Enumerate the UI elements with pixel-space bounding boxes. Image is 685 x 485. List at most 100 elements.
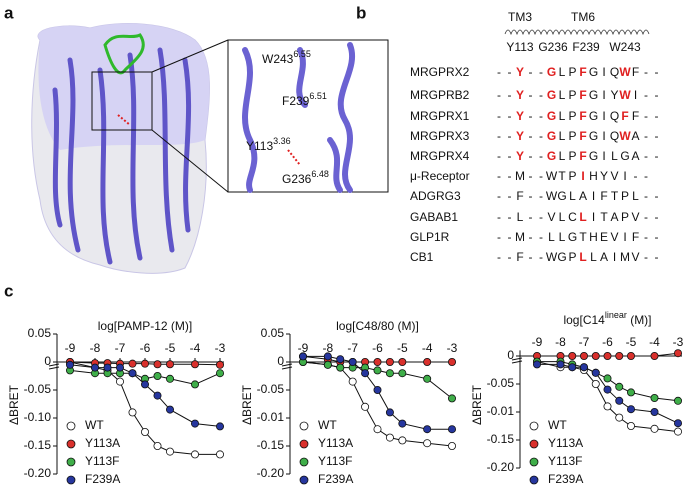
- tm-label: TM3: [508, 10, 532, 24]
- chart-title: log[C48/80 (M)]: [336, 319, 419, 333]
- data-point: [591, 379, 600, 388]
- data-point: [190, 419, 199, 428]
- legend-marker: [299, 457, 309, 467]
- y-tick-label: -0.05: [257, 382, 285, 396]
- residue: L: [559, 65, 566, 79]
- data-point: [373, 366, 382, 375]
- axis-break: [511, 357, 523, 361]
- residue: G: [589, 149, 598, 163]
- data-point: [323, 352, 332, 361]
- residue: -: [644, 250, 648, 264]
- residue: -: [529, 65, 533, 79]
- axis-break: [511, 360, 523, 364]
- x-tick-label: -7: [347, 341, 358, 355]
- data-point: [447, 357, 456, 366]
- data-point: [627, 388, 636, 397]
- residue-label-main: F239: [282, 94, 310, 108]
- data-point: [153, 360, 162, 369]
- highlight-residue: G: [547, 129, 556, 143]
- data-point: [385, 433, 394, 442]
- data-point: [215, 360, 224, 369]
- residue: W: [546, 250, 558, 264]
- residue: -: [655, 210, 659, 224]
- residue: -: [539, 149, 543, 163]
- axis-break: [281, 366, 293, 370]
- residue-label-sup: 6.55: [293, 49, 311, 59]
- highlight-residue: F: [579, 65, 586, 79]
- residue: -: [508, 230, 512, 244]
- data-point: [140, 380, 149, 389]
- x-tick-label: -5: [165, 341, 176, 355]
- legend-label: WT: [548, 418, 567, 432]
- residue: -: [539, 109, 543, 123]
- residue: L: [559, 88, 566, 102]
- legend-marker: [529, 439, 539, 449]
- residue: -: [529, 250, 533, 264]
- residue: I: [592, 210, 595, 224]
- x-tick-label: -8: [555, 335, 566, 349]
- fit-curve: [537, 363, 679, 424]
- residue: C: [568, 210, 577, 224]
- residue: -: [539, 88, 543, 102]
- residue: -: [539, 65, 543, 79]
- data-point: [580, 351, 589, 360]
- data-point: [591, 368, 600, 377]
- highlight-residue: F: [579, 88, 586, 102]
- residue: F: [632, 65, 639, 79]
- residue: -: [508, 189, 512, 203]
- x-tick-label: -8: [322, 341, 333, 355]
- highlight-residue: W: [619, 65, 631, 79]
- legend-marker: [66, 475, 76, 485]
- residue: P: [568, 88, 576, 102]
- y-axis-label: ΔBRET: [470, 384, 484, 425]
- data-point: [361, 369, 370, 378]
- panel-label: b: [356, 3, 366, 22]
- y-tick-label: -0.01: [487, 404, 515, 418]
- highlight-residue: G: [547, 149, 556, 163]
- row-name: MRGPRX3: [410, 129, 470, 143]
- data-point: [603, 351, 612, 360]
- residue-label: F2396.51: [282, 91, 327, 108]
- highlight-residue: Y: [516, 129, 524, 143]
- data-point: [103, 363, 112, 372]
- y-tick-label: -0.15: [487, 432, 515, 446]
- residue: G: [589, 88, 598, 102]
- data-point: [650, 351, 659, 360]
- y-tick-label: -0.20: [24, 466, 52, 480]
- residue: L: [611, 149, 618, 163]
- highlight-residue: W: [619, 88, 631, 102]
- residue: G: [620, 149, 629, 163]
- x-tick-label: -4: [422, 341, 433, 355]
- data-point: [153, 441, 162, 450]
- data-point: [128, 369, 137, 378]
- residue: -: [497, 149, 501, 163]
- row-name: CB1: [410, 250, 434, 264]
- legend-label: F239A: [85, 472, 120, 485]
- residue: P: [621, 189, 629, 203]
- data-point: [603, 385, 612, 394]
- y-tick-label: -0.05: [487, 376, 515, 390]
- residue: -: [508, 65, 512, 79]
- residue: -: [644, 189, 648, 203]
- data-point: [385, 408, 394, 417]
- row-name: MRGPRX1: [410, 109, 470, 123]
- data-point: [674, 419, 683, 428]
- residue: -: [655, 129, 659, 143]
- data-point: [190, 360, 199, 369]
- data-point: [556, 360, 565, 369]
- data-point: [140, 359, 149, 368]
- legend-label: Y113F: [85, 454, 119, 468]
- data-point: [615, 413, 624, 422]
- panel-label: c: [4, 281, 13, 300]
- helix-symbol: [504, 29, 650, 36]
- residue: L: [559, 109, 566, 123]
- x-tick-label: -5: [397, 341, 408, 355]
- residue: Q: [610, 109, 619, 123]
- residue-label-main: W243: [262, 52, 294, 66]
- y-tick-label: 0.05: [28, 326, 52, 340]
- residue: -: [508, 149, 512, 163]
- data-point: [128, 359, 137, 368]
- residue: -: [497, 230, 501, 244]
